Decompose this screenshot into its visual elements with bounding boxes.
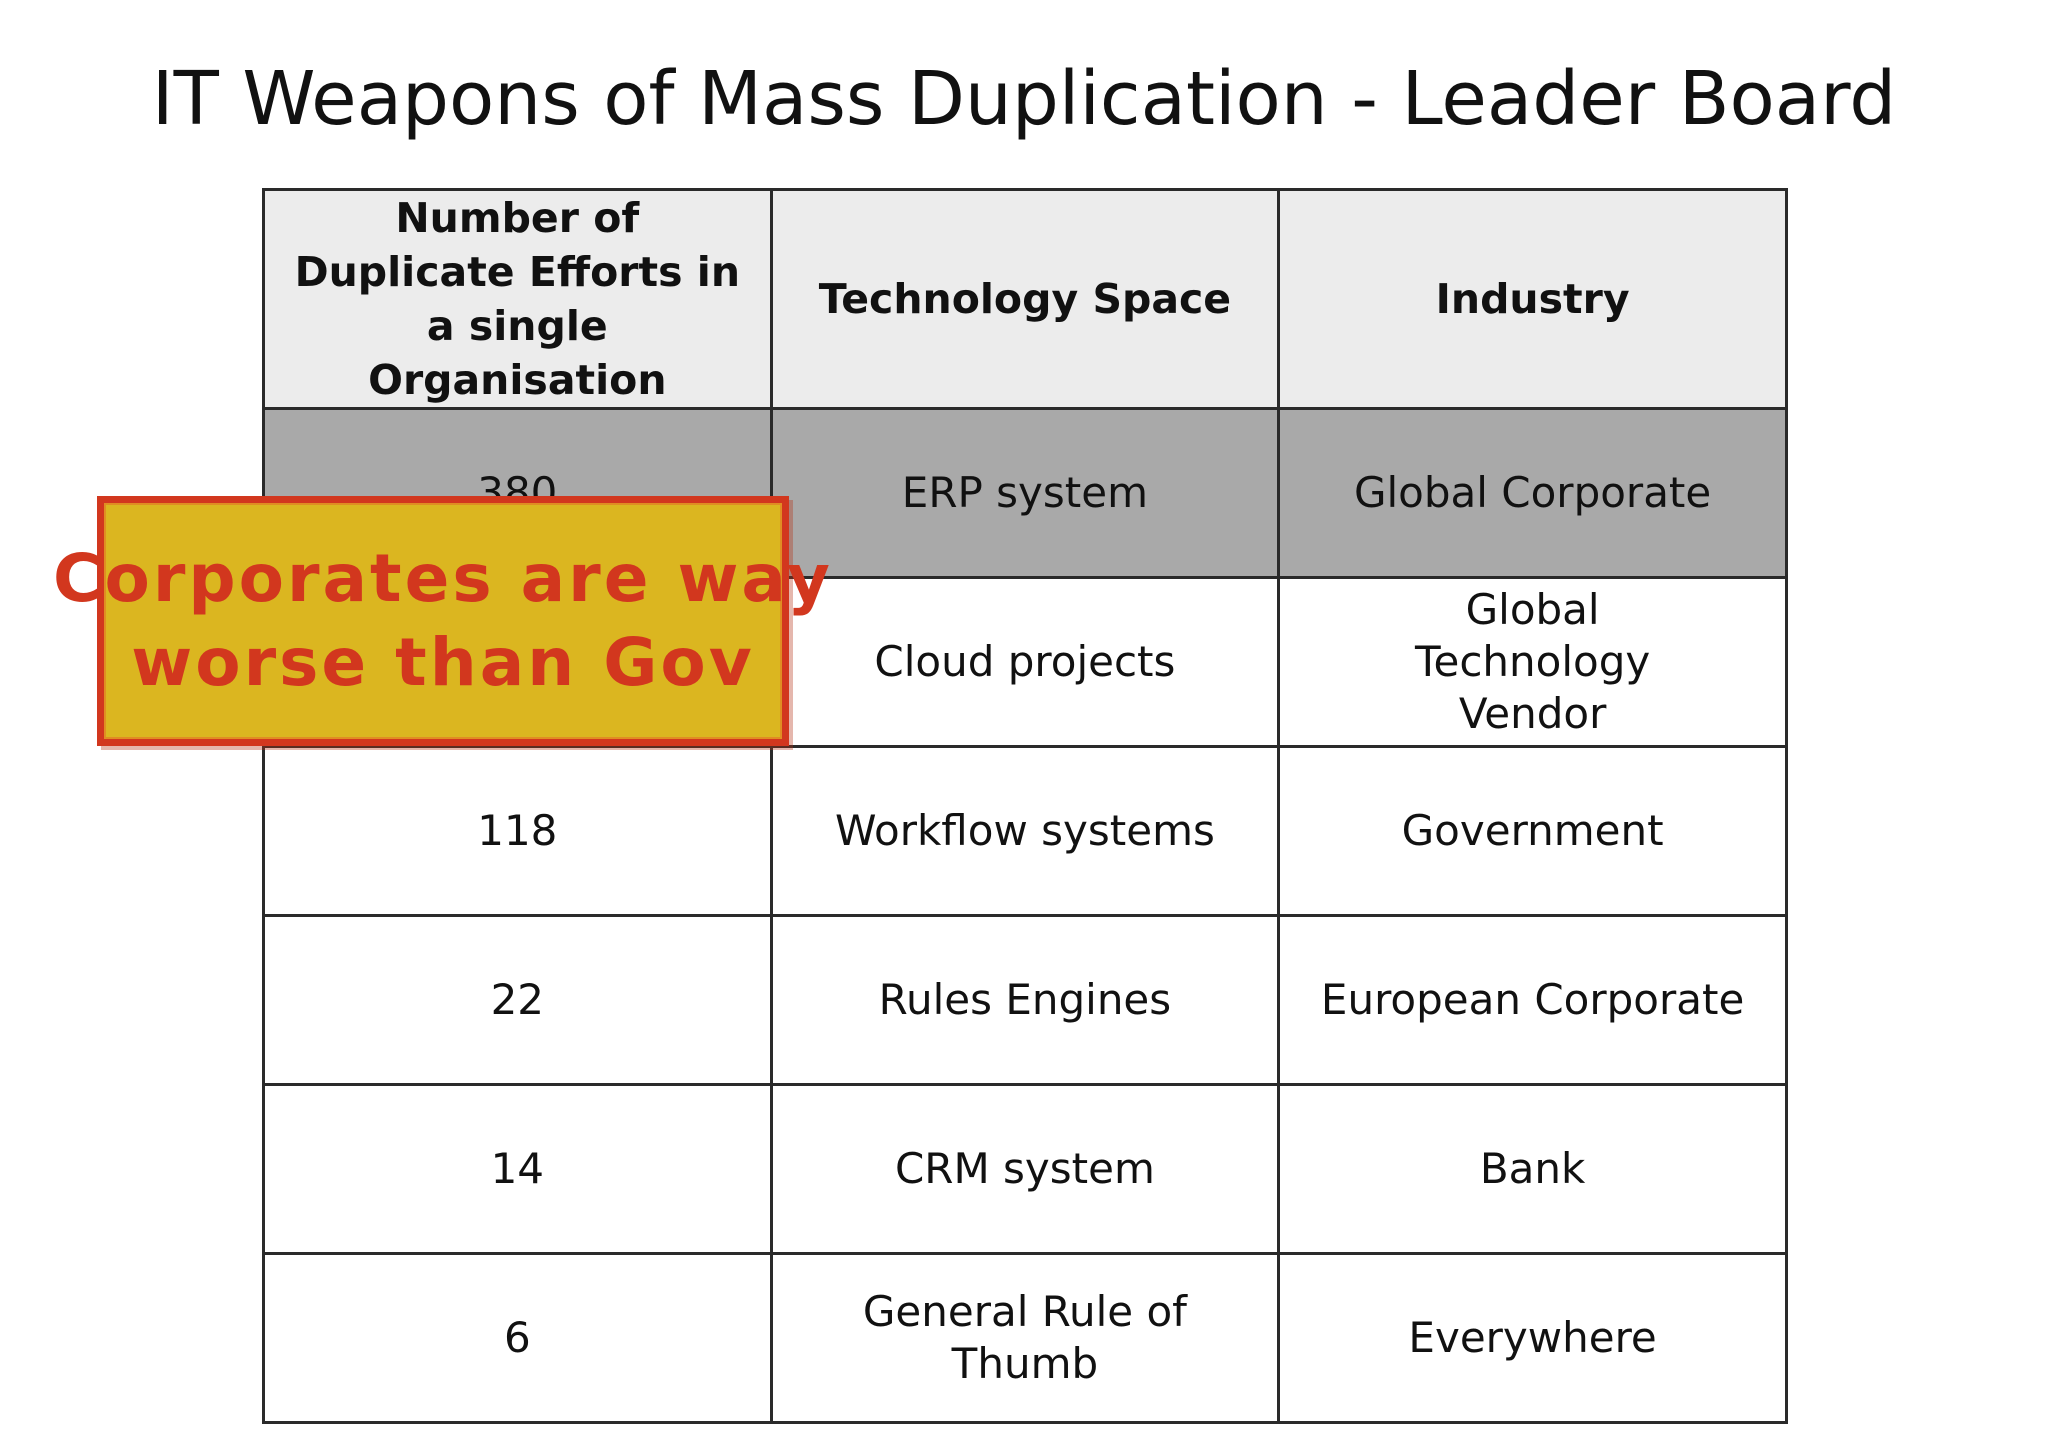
- industry-cell-text: Global Technology Vendor: [1414, 585, 1651, 738]
- count-cell: 118: [262, 745, 773, 917]
- technology-cell: CRM system: [769, 1083, 1281, 1255]
- technology-cell: ERP system: [769, 407, 1281, 579]
- technology-cell: Workflow systems: [769, 745, 1281, 917]
- table-row: 6 General Rule of Thumb Everywhere: [262, 1252, 1788, 1424]
- column-header-industry: Industry: [1277, 188, 1788, 410]
- count-cell: 6: [262, 1252, 773, 1424]
- industry-cell: Government: [1277, 745, 1788, 917]
- table-row: 118 Workflow systems Government: [262, 745, 1788, 917]
- industry-cell: Bank: [1277, 1083, 1788, 1255]
- callout-line-1: Corporates are way: [53, 540, 833, 617]
- count-cell: 14: [262, 1083, 773, 1255]
- technology-cell: Rules Engines: [769, 914, 1281, 1086]
- industry-cell: European Corporate: [1277, 914, 1788, 1086]
- table-row: 14 CRM system Bank: [262, 1083, 1788, 1255]
- technology-cell: Cloud projects: [769, 576, 1281, 748]
- header-row: Number of Duplicate Efforts in a single …: [262, 188, 1788, 410]
- callout-line-2: worse than Gov: [131, 624, 755, 701]
- column-header-count: Number of Duplicate Efforts in a single …: [262, 188, 773, 410]
- column-header-technology: Technology Space: [769, 188, 1281, 410]
- industry-cell: Everywhere: [1277, 1252, 1788, 1424]
- count-cell: 22: [262, 914, 773, 1086]
- technology-cell: General Rule of Thumb: [769, 1252, 1281, 1424]
- industry-cell: Global Technology Vendor: [1277, 576, 1788, 748]
- callout-note: Corporates are way worse than Gov: [53, 496, 830, 746]
- industry-cell: Global Corporate: [1277, 407, 1788, 579]
- leader-board-table: Number of Duplicate Efforts in a single …: [262, 188, 1788, 1424]
- table-row: 22 Rules Engines European Corporate: [262, 914, 1788, 1086]
- slide-title: IT Weapons of Mass Duplication - Leader …: [151, 56, 1897, 142]
